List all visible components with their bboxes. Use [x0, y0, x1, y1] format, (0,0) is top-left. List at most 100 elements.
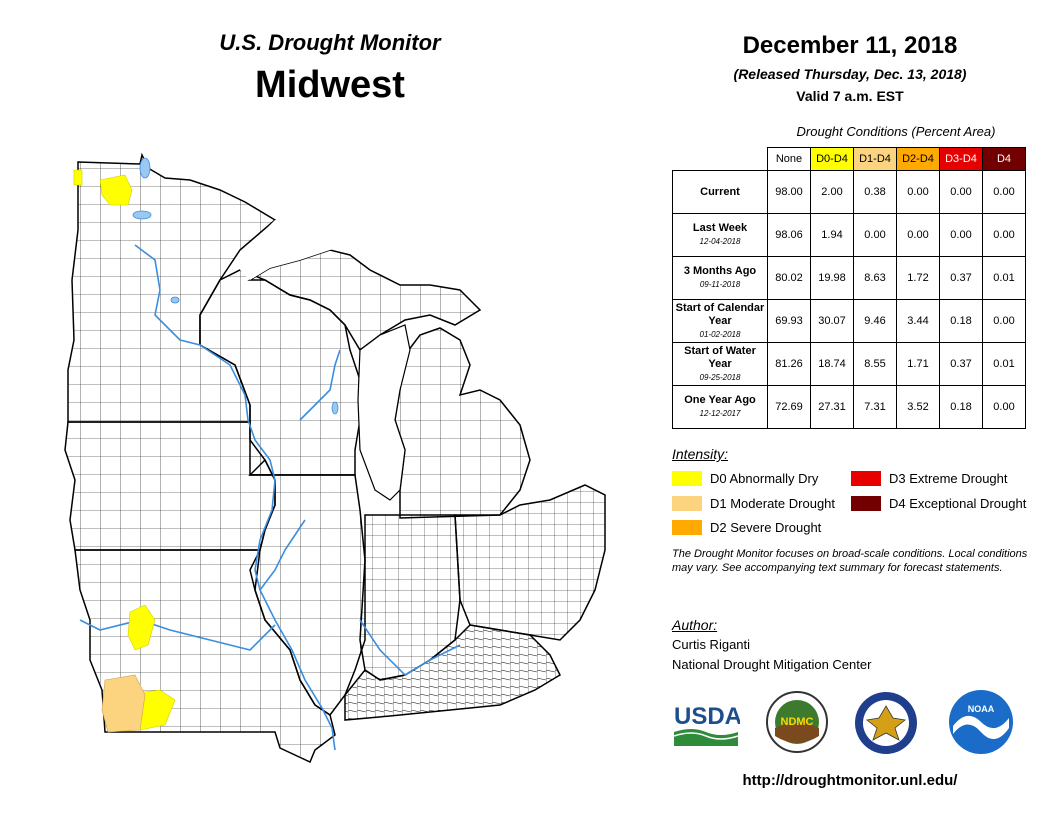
- cell: 0.18: [939, 299, 983, 343]
- cell: 0.01: [982, 256, 1026, 300]
- cell: 0.00: [982, 170, 1026, 214]
- map-title: U.S. Drought Monitor: [219, 30, 441, 55]
- cell: 27.31: [810, 385, 854, 429]
- cell: 80.02: [767, 256, 811, 300]
- rivers: [79, 244, 461, 751]
- cell: 0.01: [982, 342, 1026, 386]
- cell: 1.94: [810, 213, 854, 257]
- lake-superior: [240, 220, 350, 280]
- row-title: Last Week: [692, 222, 748, 234]
- table-row: 3 Months Ago 09-11-2018 80.02 19.98 8.63 …: [672, 256, 1026, 300]
- legend-label: D4 Exceptional Drought: [889, 496, 1027, 511]
- cell: 30.07: [810, 299, 854, 343]
- noaa-logo: NOAA: [949, 690, 1013, 754]
- cell: 72.69: [767, 385, 811, 429]
- lake-winnebago: [331, 401, 339, 415]
- row-label: Start of Calendar Year 01-02-2018: [672, 299, 768, 343]
- row-date: 12-04-2018: [699, 237, 741, 246]
- state-michigan-lp: [394, 327, 531, 519]
- legend-item-d2: D2 Severe Drought: [672, 520, 821, 535]
- cell: 7.31: [853, 385, 897, 429]
- col-d1-d4: D1-D4: [853, 147, 897, 171]
- row-label: Last Week 12-04-2018: [672, 213, 768, 257]
- table-row: Start of Water Year 09-25-2018 81.26 18.7…: [672, 342, 1026, 386]
- valid-time: Valid 7 a.m. EST: [796, 88, 904, 104]
- state-michigan-up: [247, 249, 482, 352]
- cell: 8.63: [853, 256, 897, 300]
- usda-logo: USDA: [673, 703, 740, 746]
- legend-item-d4: D4 Exceptional Drought: [851, 496, 1026, 511]
- cell: 0.37: [939, 256, 983, 300]
- table-caption: Drought Conditions (Percent Area): [796, 124, 996, 139]
- cell: 98.06: [767, 213, 811, 257]
- cell: 2.00: [810, 170, 854, 214]
- cell: 9.46: [853, 299, 897, 343]
- table-row: One Year Ago 12-12-2017 72.69 27.31 7.31 …: [672, 385, 1026, 429]
- cell: 3.52: [896, 385, 940, 429]
- ndmc-logo: NDMC: [766, 691, 828, 753]
- red-lake: [132, 210, 152, 220]
- legend-item-d0: D0 Abnormally Dry: [672, 471, 818, 486]
- legend-label: D1 Moderate Drought: [710, 496, 836, 511]
- usda-logo-text: USDA: [674, 703, 740, 730]
- col-d2-d4: D2-D4: [896, 147, 940, 171]
- release-date: (Released Thursday, Dec. 13, 2018): [733, 66, 967, 82]
- legend-item-d1: D1 Moderate Drought: [672, 496, 835, 511]
- cell: 1.72: [896, 256, 940, 300]
- lake-michigan: [357, 324, 411, 501]
- row-label: 3 Months Ago 09-11-2018: [672, 256, 768, 300]
- col-d3-d4: D3-D4: [939, 147, 983, 171]
- cell: 0.18: [939, 385, 983, 429]
- legend-item-d3: D3 Extreme Drought: [851, 471, 1008, 486]
- table-row: Start of Calendar Year 01-02-2018 69.93 3…: [672, 299, 1026, 343]
- mille-lacs: [170, 296, 180, 304]
- row-date: 09-25-2018: [699, 372, 741, 382]
- state-kentucky: [344, 624, 561, 721]
- noaa-logo-text: NOAA: [968, 704, 995, 714]
- row-title: Current: [700, 185, 740, 198]
- state-iowa: [64, 421, 276, 551]
- row-title: Start of Water Year: [684, 344, 756, 370]
- row-title: Start of Calendar Year: [675, 301, 765, 327]
- cell: 8.55: [853, 342, 897, 386]
- cell: 0.00: [896, 213, 940, 257]
- cell: 19.98: [810, 256, 854, 300]
- region-title: Midwest: [255, 64, 405, 106]
- author-name: Curtis Riganti: [672, 637, 751, 652]
- cell: 0.00: [982, 385, 1026, 429]
- legend-label: D2 Severe Drought: [710, 520, 822, 535]
- legend-swatch-d0: [672, 471, 702, 486]
- table-row: Last Week 12-04-2018 98.06 1.94 0.00 0.00…: [672, 213, 1026, 257]
- midwest-drought-map: [64, 152, 606, 764]
- cell: 81.26: [767, 342, 811, 386]
- cell: 0.38: [853, 170, 897, 214]
- commerce-dept-logo: [855, 692, 917, 754]
- cell: 0.00: [982, 213, 1026, 257]
- drought-stats-table: None D0-D4 D1-D4 D2-D4 D3-D4 D4 Current …: [672, 147, 1026, 429]
- cell: 1.71: [896, 342, 940, 386]
- cell: 0.00: [939, 170, 983, 214]
- table-corner: [672, 147, 768, 171]
- col-d0-d4: D0-D4: [810, 147, 854, 171]
- row-title: 3 Months Ago: [683, 265, 757, 277]
- legend-swatch-d2: [672, 520, 702, 535]
- col-none: None: [767, 147, 811, 171]
- row-date: 09-11-2018: [699, 280, 741, 289]
- legend-swatch-d3: [851, 471, 881, 486]
- row-label: Current: [672, 170, 768, 214]
- drought-d1-areas: [101, 674, 146, 733]
- disclaimer-note: The Drought Monitor focuses on broad-sca…: [672, 548, 1028, 574]
- lake-of-the-woods: [139, 157, 151, 179]
- legend-swatch-d1: [672, 496, 702, 511]
- row-title: One Year Ago: [684, 394, 756, 406]
- cell: 0.00: [853, 213, 897, 257]
- legend-label: D3 Extreme Drought: [889, 471, 1008, 486]
- map-date: December 11, 2018: [742, 32, 958, 59]
- cell: 0.00: [896, 170, 940, 214]
- row-date: 01-02-2018: [699, 329, 741, 339]
- cell: 0.00: [939, 213, 983, 257]
- website-url[interactable]: http://droughtmonitor.unl.edu/: [742, 772, 958, 789]
- cell: 0.37: [939, 342, 983, 386]
- legend-title: Intensity:: [672, 446, 729, 462]
- row-date: 12-12-2017: [699, 409, 741, 418]
